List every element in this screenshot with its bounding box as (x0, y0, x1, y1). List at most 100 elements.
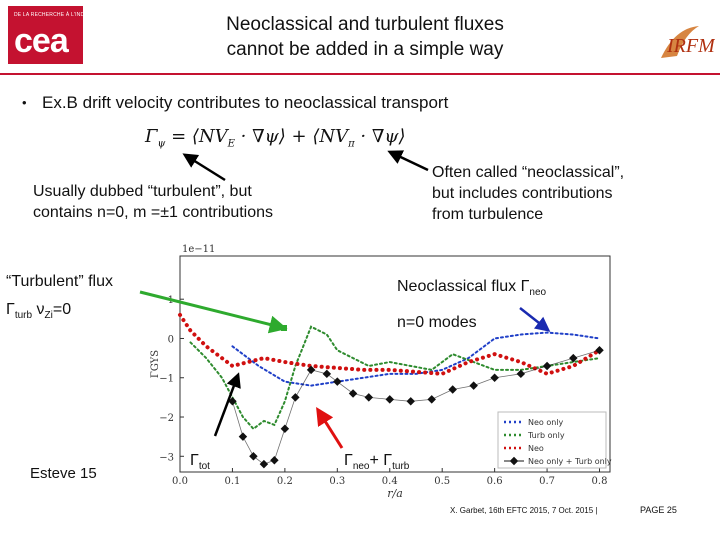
legend-label: Neo only + Turb only (528, 457, 612, 466)
series-line (189, 325, 601, 431)
data-point (595, 346, 604, 355)
reference-esteve: Esteve 15 (30, 465, 97, 482)
x-tick-label: 0.3 (329, 476, 345, 487)
x-tick-label: 0.5 (434, 476, 450, 487)
data-point (448, 385, 457, 394)
data-point (291, 393, 300, 402)
formula-psi: ψ (157, 138, 166, 150)
gamma-sum-label: Γneo+ Γturb (344, 452, 410, 473)
note-right-line-3: from turbulence (432, 206, 544, 223)
neoclassical-flux-label: Neoclassical flux Γneo n=0 modes (397, 272, 546, 338)
y-axis-label: ΓGYS (150, 350, 161, 378)
note-neoclassical: Often called “neoclassical”, but include… (432, 162, 624, 225)
data-point (490, 373, 499, 382)
data-point (469, 381, 478, 390)
bullet-text: Ex.B drift velocity contributes to neocl… (42, 93, 449, 112)
data-point (364, 393, 374, 402)
formula-pi: π (348, 138, 355, 150)
data-point (270, 455, 279, 465)
y-tick-label: −1 (159, 374, 174, 385)
cea-logo-small-text: DE LA RECHERCHE À L'INDUSTRIE (14, 12, 104, 18)
gamma-total-label: Γtot (190, 452, 210, 473)
data-point (427, 395, 436, 404)
note-left-line-1: Usually dubbed “turbulent”, but (33, 183, 252, 200)
arrow-neoclassical-flux (519, 307, 551, 332)
neo-label-line-1: Neoclassical flux Γneo (397, 278, 547, 299)
data-point (322, 369, 332, 379)
data-point (569, 353, 578, 363)
title-line-1: Neoclassical and turbulent fluxes (226, 14, 504, 35)
x-axis-label: r/a (387, 487, 403, 500)
data-point (249, 452, 258, 461)
arrow-neoclassical-term (387, 150, 429, 172)
x-tick-label: 0.8 (592, 476, 608, 487)
formula-grad2: · ∇ψ⟩ (354, 126, 406, 147)
data-point (306, 365, 316, 375)
x-tick-label: 0.7 (539, 476, 555, 487)
formula-eq: = ⟨NV (165, 126, 228, 147)
y-tick-label: 0 (168, 334, 174, 345)
data-point (542, 361, 552, 371)
series-line (178, 312, 602, 376)
data-point (516, 369, 526, 379)
legend-label: Turb only (527, 431, 565, 440)
note-right-line-1: Often called “neoclassical”, (432, 164, 625, 181)
data-point (406, 397, 415, 406)
series-3 (228, 346, 604, 469)
title-line-2: cannot be added in a simple way (226, 39, 504, 60)
arrow-gamma-sum (316, 406, 344, 449)
arrow-turbulent-flux-end (281, 325, 287, 331)
bullet-marker: • (22, 95, 27, 110)
arrow-turbulent-term (182, 153, 226, 182)
formula-E: E (227, 138, 235, 150)
turb-label-line-2: Γturb νZi=0 (6, 301, 72, 322)
note-turbulent: Usually dubbed “turbulent”, but contains… (33, 181, 273, 223)
x-tick-label: 0.6 (487, 476, 503, 487)
note-left-line-2: contains n=0, m =±1 contributions (33, 204, 274, 221)
data-point (348, 389, 358, 398)
legend-label: Neo (528, 444, 544, 453)
turbulent-flux-label: “Turbulent” flux Γturb νZi=0 (6, 268, 113, 330)
chart-series (178, 312, 604, 469)
arrow-turbulent-flux (139, 290, 288, 334)
turb-label-line-1: “Turbulent” flux (6, 273, 113, 290)
x-tick-label: 0.0 (172, 476, 188, 487)
data-point (228, 397, 237, 406)
neo-label-line-2: n=0 modes (397, 314, 477, 332)
slide-header: DE LA RECHERCHE À L'INDUSTRIE cea Neocla… (0, 0, 720, 75)
page-number: PAGE 25 (640, 505, 677, 515)
data-point (333, 377, 342, 386)
cea-logo-word: cea (14, 22, 69, 60)
chart-legend: Neo only Turb only Neo Neo only + Turb only (497, 411, 612, 469)
data-point (259, 459, 269, 469)
cea-logo: DE LA RECHERCHE À L'INDUSTRIE cea (8, 6, 104, 64)
annotation-arrows (139, 150, 551, 449)
header-divider (0, 73, 720, 75)
formula-gamma: Γ (145, 126, 158, 147)
legend-marker (509, 456, 519, 466)
series-1 (189, 325, 601, 431)
x-tick-label: 0.4 (382, 476, 398, 487)
arrow-gamma-total (213, 372, 241, 437)
note-right-line-2: but includes contributions (432, 185, 613, 202)
data-point (280, 424, 290, 434)
data-point (238, 432, 248, 441)
series-0 (231, 331, 601, 387)
irfm-logo-text: IRFM (666, 35, 715, 57)
legend-label: Neo only (528, 418, 564, 427)
data-point (385, 395, 394, 404)
flux-formula: Γψ = ⟨NVE · ∇ψ⟩ + ⟨NVπ · ∇ψ⟩ (145, 126, 406, 150)
series-line (232, 349, 600, 465)
x-tick-label: 0.1 (224, 476, 240, 487)
formula-grad1: · ∇ψ⟩ + ⟨NV (234, 126, 349, 147)
irfm-logo: IRFM (661, 26, 715, 58)
footer-citation: X. Garbet, 16th EFTC 2015, 7 Oct. 2015 | (450, 506, 598, 515)
y-tick-label: −3 (159, 452, 174, 463)
y-tick-label: −2 (159, 413, 174, 424)
slide-title: Neoclassical and turbulent fluxes cannot… (150, 12, 580, 62)
y-scale-label: 1e−11 (182, 244, 215, 255)
series-2 (178, 312, 602, 376)
x-tick-label: 0.2 (277, 476, 293, 487)
plot-frame (179, 255, 611, 473)
